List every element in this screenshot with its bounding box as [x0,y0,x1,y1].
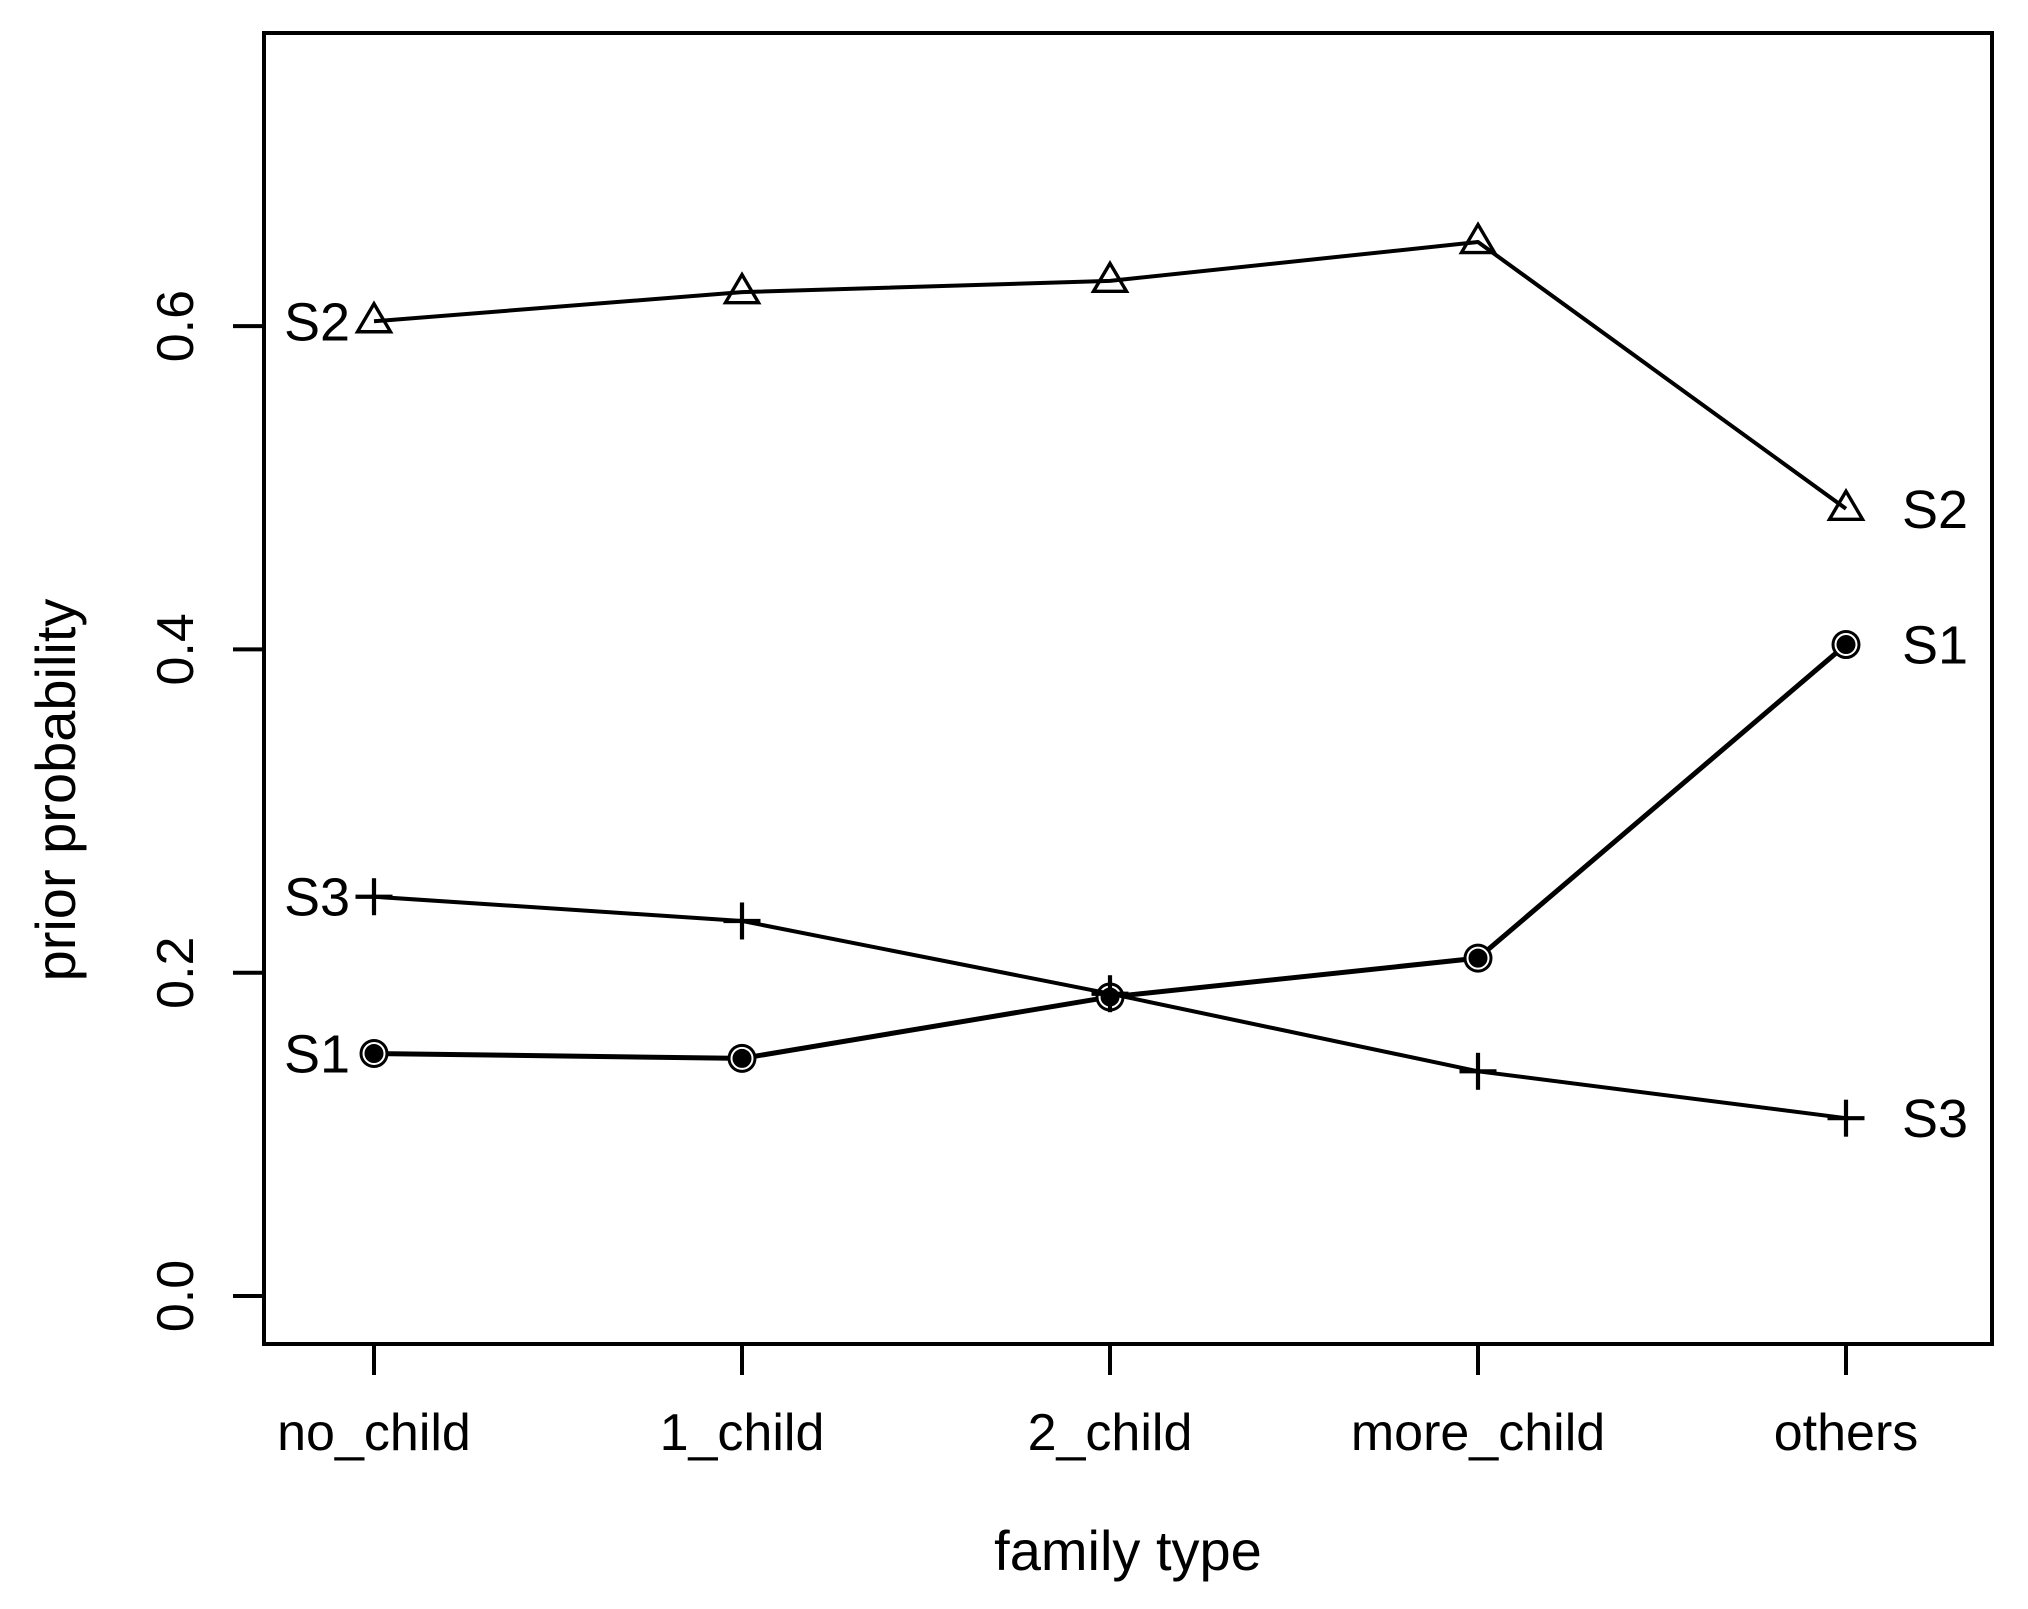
y-tick-label: 0.4 [147,613,205,685]
x-tick-label: more_child [1351,1404,1605,1462]
y-tick-label: 0.0 [147,1260,205,1332]
x-tick-label: no_child [277,1404,471,1462]
x-tick-label: 1_child [660,1404,825,1462]
series-line-S2 [373,240,1848,511]
x-axis-title: family type [994,1519,1262,1582]
series-right-label-S3: S3 [1902,1089,1968,1149]
marker-open-triangle-S2 [1090,259,1130,294]
plot-box [262,31,1994,1346]
marker-circle-ring-S1 [362,1042,386,1066]
series-right-label-S2: S2 [1902,480,1968,540]
marker-open-triangle-S2 [722,271,762,305]
marker-circle-ring-S1 [730,1046,754,1070]
series-right-label-S1: S1 [1902,616,1968,676]
series-left-label-S1: S1 [284,1025,350,1085]
y-tick-label: 0.2 [147,937,205,1009]
x-tick-label: others [1774,1404,1919,1462]
marker-circle-ring-S1 [1466,946,1490,970]
marker-circle-ring-S1 [1834,633,1858,657]
x-tick-label: 2_child [1028,1404,1193,1462]
marker-open-triangle-S2 [354,300,394,334]
marker-open-triangle-S2 [1458,221,1498,255]
y-axis-title: prior probability [24,599,87,982]
series-left-label-S3: S3 [284,868,350,928]
series-left-label-S2: S2 [284,292,350,352]
y-tick-label: 0.6 [147,290,205,362]
marker-open-triangle-S2 [1826,487,1866,521]
